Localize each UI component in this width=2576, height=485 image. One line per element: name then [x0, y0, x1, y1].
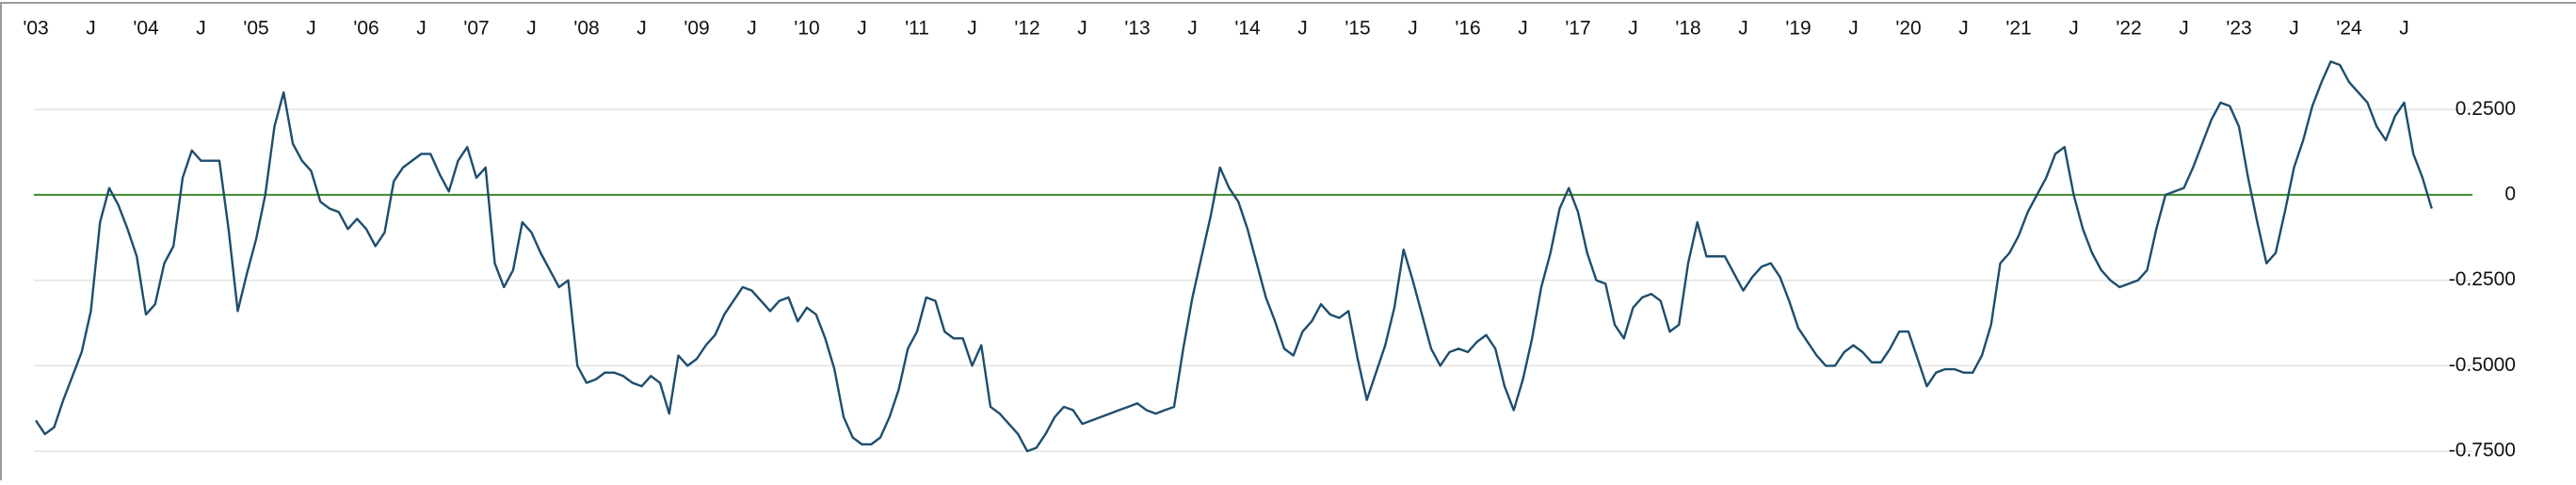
x-tick-label: J — [86, 18, 96, 40]
x-tick-label: '22 — [2116, 18, 2141, 40]
x-tick-label: '03 — [23, 18, 48, 40]
x-tick-label: J — [306, 18, 316, 40]
y-tick-label: -0.5000 — [2449, 354, 2516, 376]
y-tick-label: -0.2500 — [2449, 268, 2516, 290]
x-tick-label: J — [1958, 18, 1969, 40]
x-tick-label: '10 — [794, 18, 819, 40]
y-tick-label: 0.2500 — [2455, 98, 2516, 120]
x-tick-label: '14 — [1234, 18, 1261, 40]
x-tick-label: '09 — [684, 18, 709, 40]
x-tick-label: '07 — [463, 18, 489, 40]
x-tick-label: J — [196, 18, 206, 40]
x-tick-label: J — [857, 18, 867, 40]
x-tick-label: J — [1297, 18, 1308, 40]
x-tick-label: '23 — [2226, 18, 2251, 40]
x-tick-label: J — [1738, 18, 1748, 40]
x-tick-label: '11 — [905, 18, 929, 40]
x-tick-label: '18 — [1675, 18, 1700, 40]
x-tick-label: '20 — [1895, 18, 1921, 40]
x-tick-label: J — [2069, 18, 2079, 40]
x-tick-label: J — [967, 18, 977, 40]
x-tick-label: '04 — [133, 18, 159, 40]
x-tick-label: '17 — [1565, 18, 1590, 40]
x-tick-label: J — [416, 18, 427, 40]
x-tick-label: J — [1187, 18, 1198, 40]
x-tick-label: J — [636, 18, 647, 40]
x-tick-label: '19 — [1785, 18, 1811, 40]
x-tick-label: '16 — [1455, 18, 1480, 40]
y-tick-label: -0.7500 — [2449, 440, 2516, 461]
x-tick-label: '13 — [1124, 18, 1150, 40]
x-tick-label: J — [1077, 18, 1087, 40]
data-line — [35, 60, 2433, 453]
x-tick-label: J — [1848, 18, 1859, 40]
x-tick-label: '15 — [1344, 18, 1370, 40]
x-tick-label: '12 — [1014, 18, 1039, 40]
x-tick-label: '05 — [243, 18, 268, 40]
x-tick-label: J — [2399, 18, 2409, 40]
x-tick-label: J — [1518, 18, 1528, 40]
x-tick-label: '06 — [353, 18, 378, 40]
x-tick-label: '21 — [2005, 18, 2031, 40]
x-tick-label: J — [1408, 18, 1418, 40]
x-tick-label: J — [2289, 18, 2299, 40]
y-tick-label: 0 — [2504, 183, 2516, 204]
x-tick-label: J — [747, 18, 757, 40]
x-tick-label: J — [1628, 18, 1638, 40]
x-tick-label: J — [2179, 18, 2189, 40]
x-tick-label: J — [526, 18, 537, 40]
x-tick-label: '08 — [573, 18, 599, 40]
x-tick-label: '24 — [2336, 18, 2362, 40]
